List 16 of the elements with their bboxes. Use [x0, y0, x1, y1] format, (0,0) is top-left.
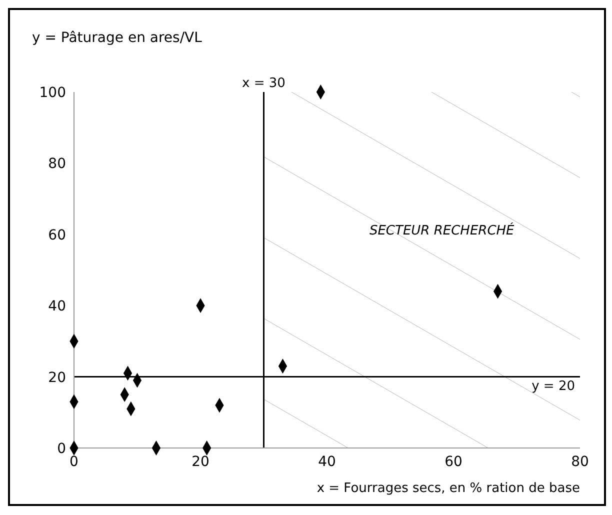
- x-tick-label: 60: [444, 454, 462, 470]
- x-tick-label: 80: [571, 454, 589, 470]
- x-tick-label: 0: [70, 454, 78, 470]
- ref-line-label: y = 20: [532, 378, 575, 394]
- y-tick-label: 60: [48, 227, 66, 244]
- y-tick-label: 20: [48, 370, 66, 386]
- y-tick-label: 80: [48, 156, 66, 172]
- y-tick-label: 0: [57, 440, 66, 457]
- x-axis-title: x = Fourrages secs, en % ration de base: [316, 481, 580, 496]
- band-label: SECTEUR RECHERCHÉ: [369, 222, 516, 239]
- y-axis-title: y = Pâturage en ares/VL: [32, 30, 202, 46]
- y-tick-label: 40: [48, 298, 66, 315]
- x-tick-label: 40: [318, 454, 336, 470]
- x-tick-label: 20: [192, 454, 210, 470]
- y-tick-label: 100: [39, 84, 66, 101]
- ref-line-label: x = 30: [242, 76, 286, 91]
